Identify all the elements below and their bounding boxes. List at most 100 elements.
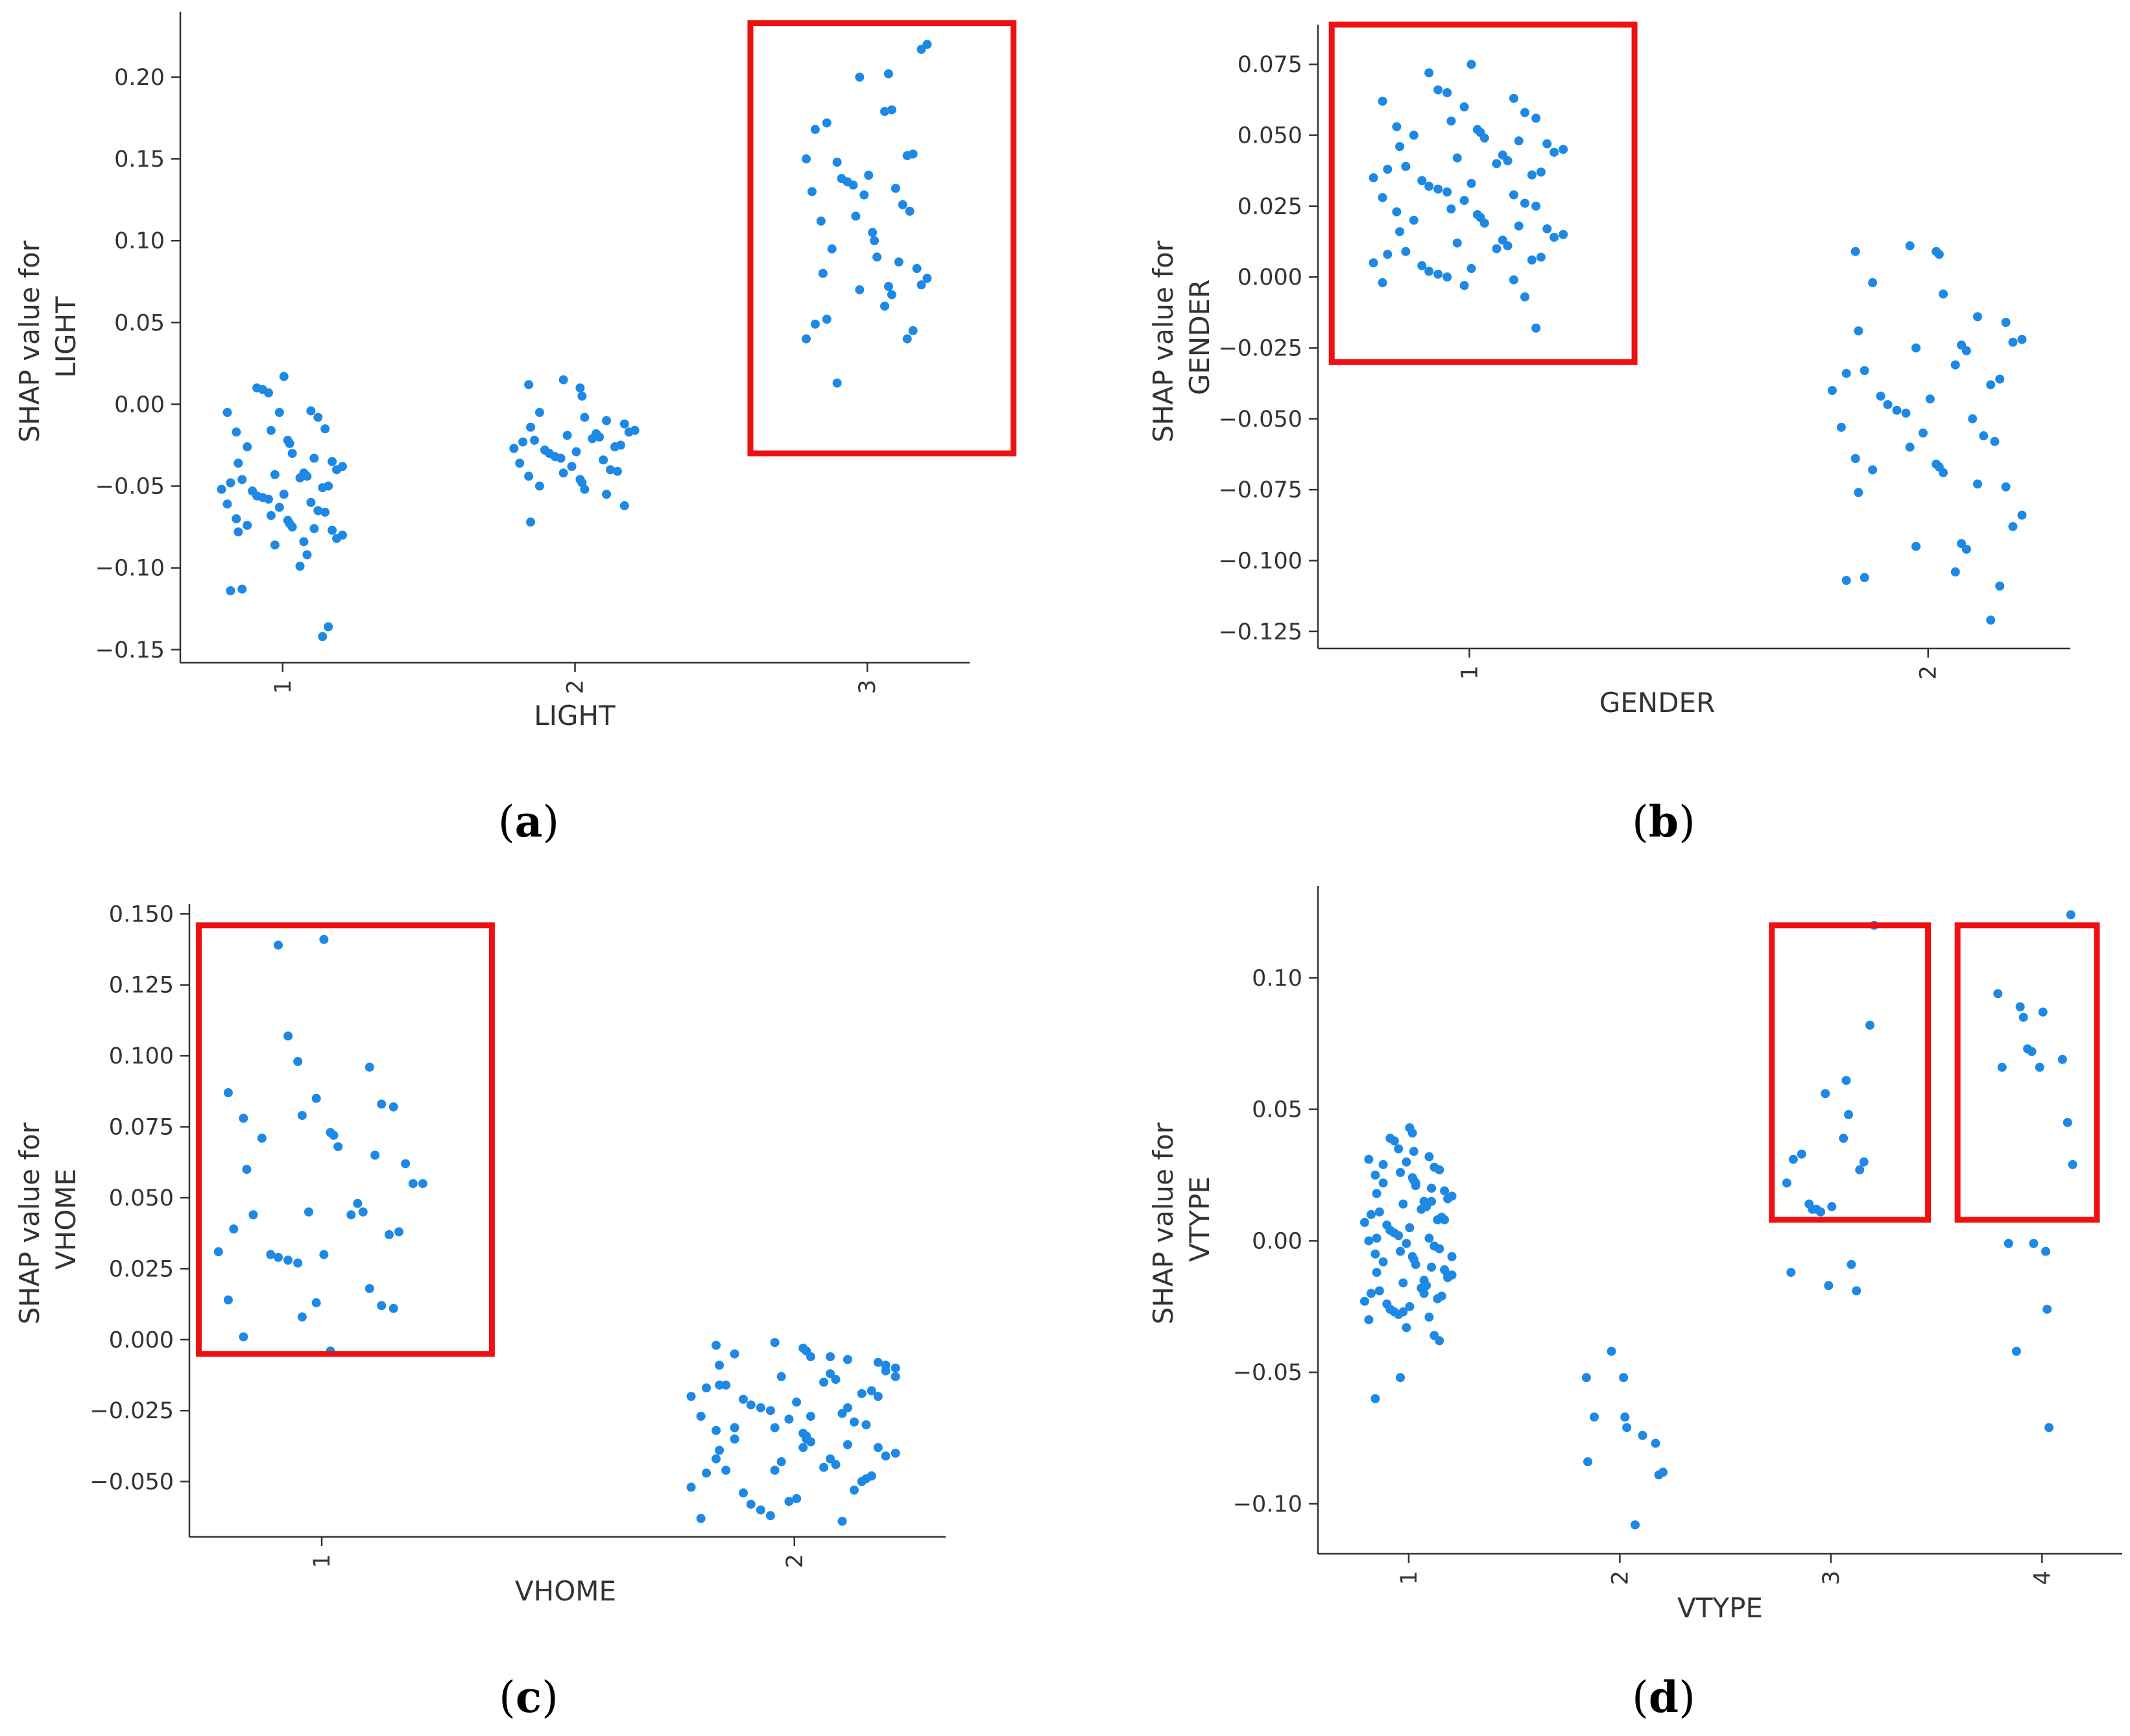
- panel-a-point: [226, 586, 235, 596]
- panel-d-point: [2042, 1304, 2052, 1314]
- panel-b-point: [1854, 326, 1863, 336]
- panel-b-point: [1395, 142, 1405, 152]
- panel-b-point: [1417, 176, 1427, 185]
- panel-a-x-tick-label: 1: [270, 680, 296, 694]
- panel-d-point: [1370, 1171, 1380, 1180]
- panel-b-point: [1509, 275, 1518, 285]
- panel-d-point: [1622, 1423, 1632, 1433]
- panel-c-point: [756, 1403, 765, 1412]
- panel-a-y-tick-label: −0.05: [95, 474, 165, 500]
- panel-d-point: [2027, 1047, 2037, 1056]
- panel-a-point: [891, 184, 900, 193]
- panel-b-point: [2008, 521, 2018, 531]
- panel-b-point: [1514, 221, 1524, 231]
- panel-d-y-tick-label: 0.10: [1252, 966, 1302, 992]
- panel-a-point: [575, 383, 585, 393]
- panel-b-point: [1550, 147, 1559, 157]
- panel-d-point: [1364, 1154, 1374, 1164]
- panel-d-point: [1427, 1196, 1437, 1206]
- panel-a-y-label-line1: SHAP value for: [14, 240, 45, 442]
- panel-a-point: [624, 427, 634, 437]
- panel-c-point: [229, 1224, 239, 1234]
- panel-d-x-ticks: 1 2 3 4: [1396, 1554, 2055, 1585]
- panel-d-point: [1427, 1183, 1437, 1193]
- panel-b-point: [1841, 576, 1851, 586]
- panel-c-point: [283, 1255, 293, 1265]
- panel-c-point: [784, 1414, 794, 1424]
- panel-a-y-tick-label: 0.15: [114, 147, 165, 172]
- panel-d-x-tick-label: 2: [1607, 1571, 1633, 1585]
- panel-c-point: [304, 1207, 313, 1217]
- panel-c-point: [873, 1443, 883, 1453]
- panel-b-point: [1417, 261, 1427, 270]
- panel-d-point: [1440, 1215, 1450, 1224]
- panel-c-point: [730, 1434, 739, 1444]
- panel-a-point: [816, 216, 826, 226]
- panel-c-point: [756, 1505, 765, 1515]
- panel-a-point: [270, 470, 280, 479]
- panel-c-point: [239, 1113, 248, 1123]
- panel-a-y-label: SHAP value for LIGHT: [14, 232, 82, 443]
- panel-b-point: [1531, 323, 1541, 333]
- panel-c-point: [712, 1340, 721, 1350]
- panel-d-point: [1447, 1252, 1457, 1261]
- panel-d-point: [1435, 1336, 1444, 1346]
- panel-b-point: [1424, 267, 1434, 276]
- panel-a-point: [922, 274, 932, 283]
- panel-b-point: [1850, 246, 1860, 256]
- panel-b-point: [1550, 232, 1559, 242]
- panel-c-point: [721, 1380, 731, 1390]
- panel-d-y-tick-label: −0.10: [1233, 1492, 1302, 1517]
- panel-a-point: [233, 527, 243, 537]
- panel-c-point: [266, 1250, 276, 1259]
- panel-a-point: [295, 562, 305, 571]
- panel-a-point: [902, 150, 912, 160]
- panel-a-point: [299, 537, 309, 547]
- panel-c-points: [213, 934, 900, 1526]
- panel-a-point: [916, 280, 926, 290]
- panel-d-x-tick-label: 1: [1396, 1571, 1422, 1585]
- panel-d-point: [1402, 1157, 1411, 1167]
- panel-a-point: [243, 442, 252, 452]
- panel-a-point: [309, 453, 319, 463]
- panel-d-highlight-box: [1769, 922, 1932, 1223]
- panel-d-point: [1364, 1236, 1374, 1246]
- panel-a-point: [287, 522, 297, 532]
- panel-b: 0.075 0.050 0.025 0.000 −0.025 −0.050 −0.075 −0…: [1147, 21, 2070, 847]
- panel-c-point: [849, 1485, 859, 1495]
- panel-a-point: [306, 406, 316, 416]
- panel-b-point: [1972, 312, 1982, 322]
- panel-b-point: [1841, 368, 1851, 378]
- panel-c-point: [770, 1338, 780, 1348]
- panel-a-point: [518, 437, 528, 447]
- panel-a-y-tick-label: 0.00: [114, 392, 165, 418]
- panel-d-y-label-line1: SHAP value for: [1147, 1122, 1179, 1324]
- panel-b-point: [1527, 255, 1537, 265]
- panel-b-boxes: [1328, 21, 1638, 365]
- panel-b-point: [1995, 374, 2005, 384]
- panel-b-point: [1442, 272, 1452, 282]
- panel-d-point: [1359, 1296, 1369, 1306]
- panel-a-point: [232, 514, 241, 524]
- panel-c-point: [293, 1258, 303, 1268]
- panel-a-point: [902, 334, 912, 344]
- panel-b-point: [1950, 360, 1960, 370]
- panel-d-point: [1409, 1147, 1418, 1156]
- panel-b-point: [1369, 173, 1378, 183]
- panel-c-point: [826, 1369, 835, 1379]
- panel-b-point: [1452, 153, 1462, 163]
- panel-a-point: [588, 434, 597, 444]
- panel-c-point: [765, 1406, 775, 1416]
- panel-b-point: [1939, 289, 1948, 299]
- panel-d-point: [2011, 1346, 2021, 1356]
- panel-a-point: [509, 444, 519, 453]
- panel-a-point: [243, 521, 252, 530]
- panel-d-point: [1590, 1412, 1599, 1422]
- panel-c-point: [826, 1352, 835, 1362]
- panel-a-point: [880, 106, 890, 116]
- panel-d-point: [1374, 1286, 1384, 1296]
- panel-d-point: [1443, 1270, 1453, 1280]
- panel-b-point: [1559, 145, 1568, 154]
- panel-c-point: [248, 1210, 258, 1220]
